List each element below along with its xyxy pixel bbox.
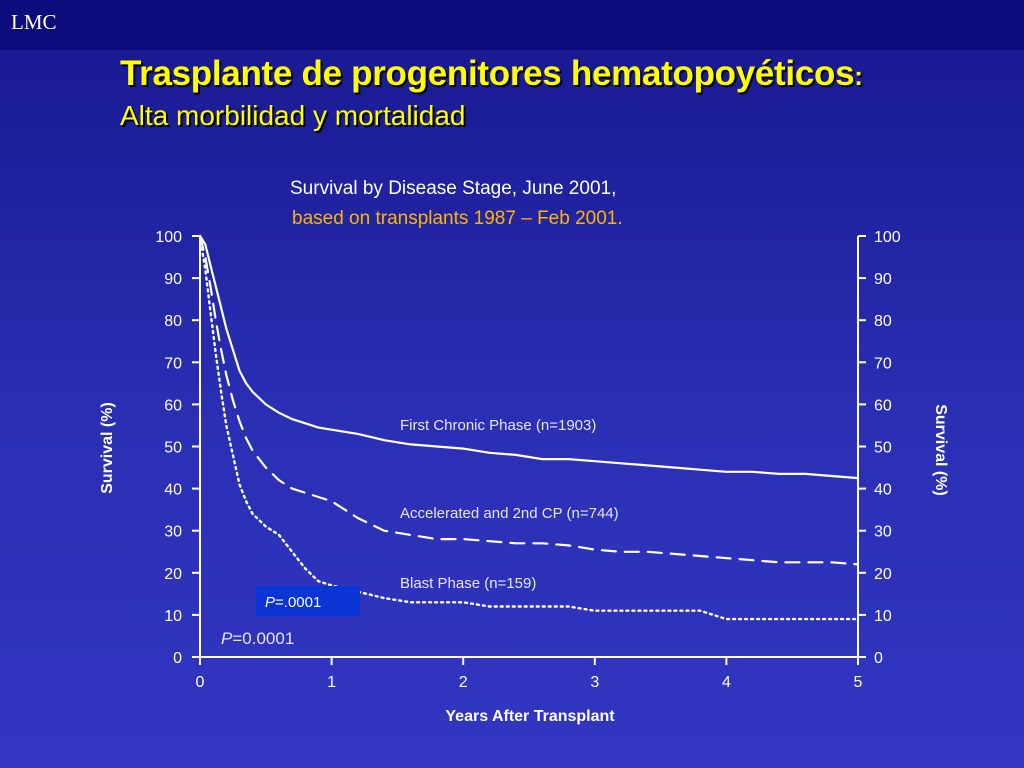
p-value-annotation: P=0.0001 (221, 629, 294, 648)
series-label-solid: First Chronic Phase (n=1903) (400, 417, 596, 434)
x-tick-label: 3 (590, 674, 599, 691)
y-tick-label-right: 50 (874, 440, 892, 457)
y-tick-label-left: 80 (164, 313, 182, 330)
y-tick-label-right: 0 (874, 650, 883, 667)
top-band (0, 0, 1024, 50)
y-tick-label-left: 90 (164, 271, 182, 288)
x-axis-title: Years After Transplant (445, 708, 615, 725)
p-value-box (256, 586, 360, 616)
y-tick-label-left: 30 (164, 524, 182, 541)
chart-caption-line1: Survival by Disease Stage, June 2001, (290, 178, 617, 199)
x-tick-label: 4 (722, 674, 731, 691)
x-tick-label: 1 (327, 674, 336, 691)
slide-title-suffix: : (854, 61, 863, 91)
y-tick-label-left: 100 (155, 229, 182, 246)
y-tick-label-left: 50 (164, 440, 182, 457)
y-tick-label-right: 30 (874, 524, 892, 541)
y-tick-label-right: 20 (874, 566, 892, 583)
y-tick-label-right: 90 (874, 271, 892, 288)
slide-subtitle: Alta morbilidad y mortalidad (120, 100, 466, 131)
series-line-dotted (198, 234, 860, 621)
x-tick-label: 2 (459, 674, 468, 691)
y-tick-label-left: 0 (173, 650, 182, 667)
corner-label: LMC (11, 10, 57, 34)
slide-title-text: Trasplante de progenitores hematopoyétic… (120, 54, 855, 93)
slide-title: Trasplante de progenitores hematopoyétic… (120, 54, 863, 94)
series-label-dotted: Blast Phase (n=159) (400, 575, 536, 592)
x-tick-label: 5 (854, 674, 863, 691)
y-tick-label-right: 10 (874, 608, 892, 625)
y-axis-title-right: Survival (%) (932, 404, 949, 496)
y-tick-label-right: 40 (874, 482, 892, 499)
series-line-dashed (198, 234, 860, 566)
y-tick-label-right: 80 (874, 313, 892, 330)
series-label-dashed: Accelerated and 2nd CP (n=744) (400, 505, 619, 522)
y-tick-label-left: 40 (164, 482, 182, 499)
y-tick-label-right: 70 (874, 355, 892, 372)
x-tick-label: 0 (196, 674, 205, 691)
y-tick-label-left: 10 (164, 608, 182, 625)
y-tick-label-right: 60 (874, 397, 892, 414)
series-line-solid (198, 234, 860, 480)
y-tick-label-right: 100 (874, 229, 901, 246)
y-axis-title-left: Survival (%) (99, 402, 116, 494)
p-value-box-text: P=.0001 (265, 594, 321, 611)
y-tick-label-left: 70 (164, 355, 182, 372)
y-tick-label-left: 60 (164, 397, 182, 414)
chart-caption-line2: based on transplants 1987 – Feb 2001. (292, 208, 623, 229)
y-tick-label-left: 20 (164, 566, 182, 583)
